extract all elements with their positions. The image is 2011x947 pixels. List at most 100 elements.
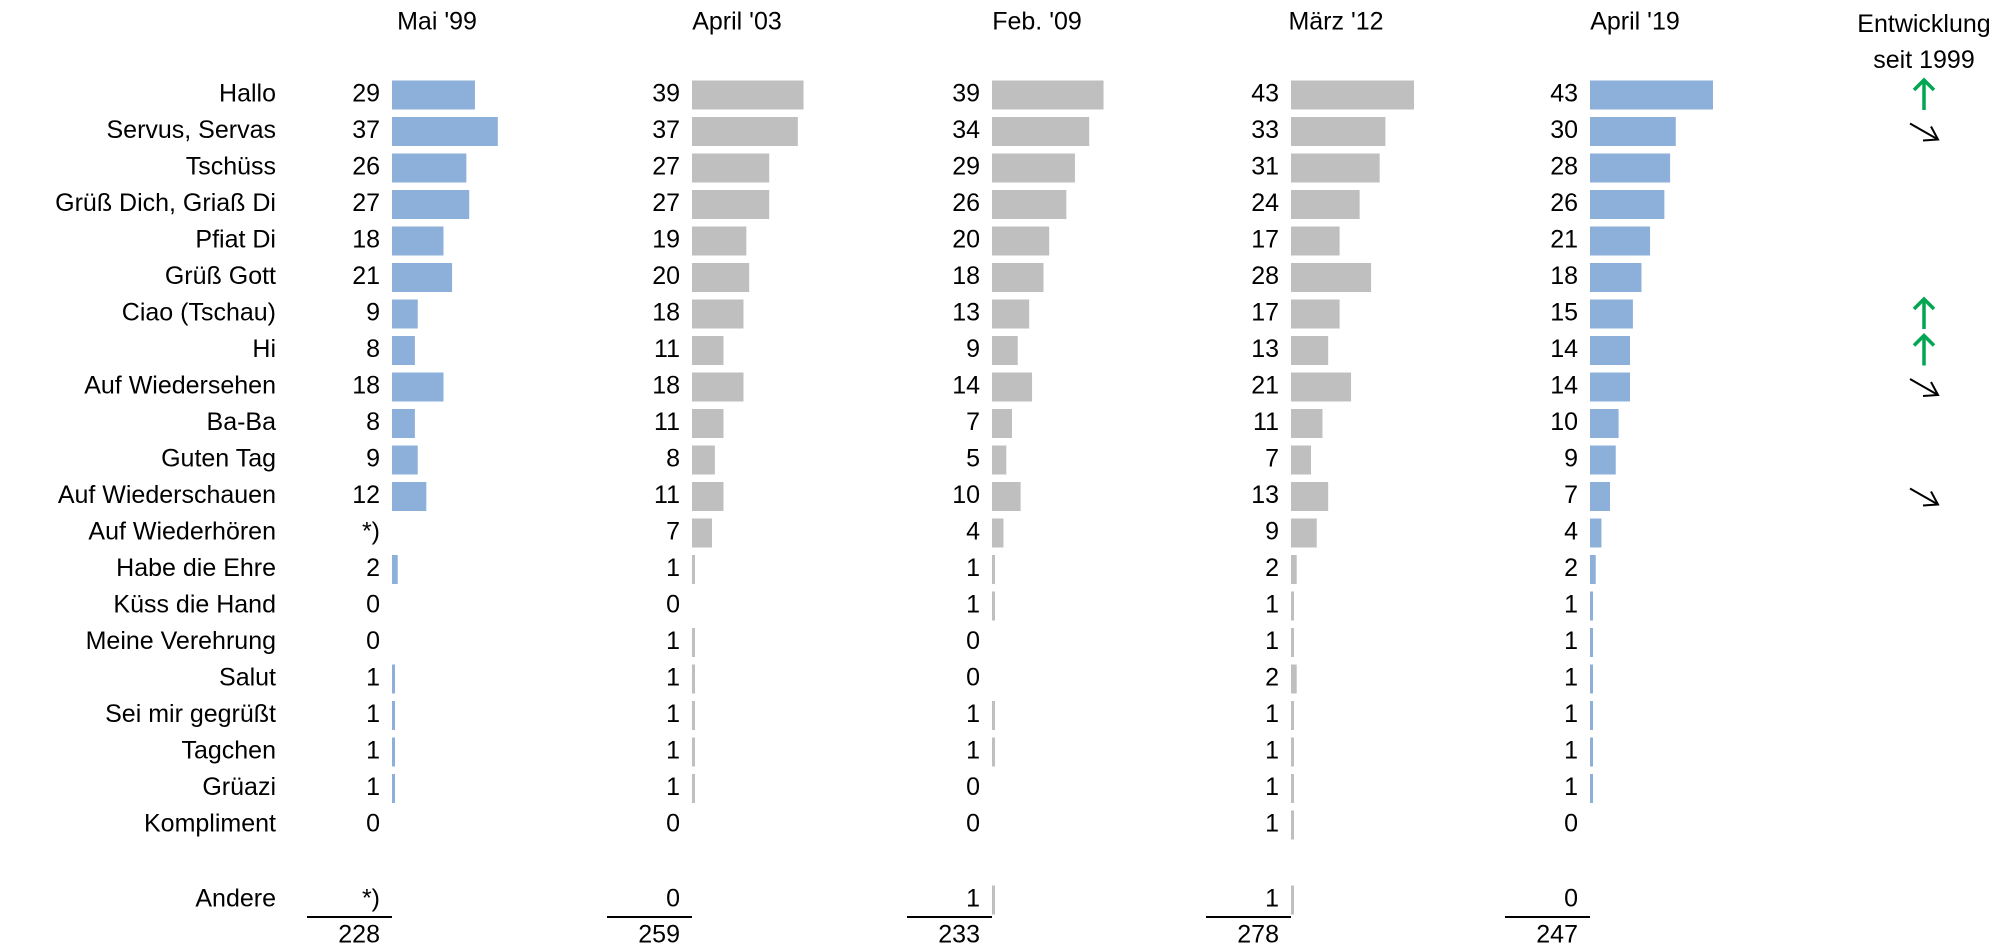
value-label: 1 xyxy=(1265,737,1279,765)
value-label: 13 xyxy=(952,299,980,327)
category-label: Sei mir gegrüßt xyxy=(105,700,276,728)
bar xyxy=(392,299,418,329)
value-label: 11 xyxy=(1253,408,1279,436)
category-label: Hi xyxy=(252,335,276,363)
value-label: 0 xyxy=(966,627,980,655)
total-label: 247 xyxy=(1536,921,1578,947)
value-label: 39 xyxy=(652,80,680,108)
value-label: 4 xyxy=(966,518,980,546)
bar xyxy=(1291,482,1329,511)
trend-up-arrow-icon xyxy=(1912,333,1936,366)
value-label: 21 xyxy=(1550,226,1578,254)
series-title: April '19 xyxy=(1590,8,1680,36)
bar xyxy=(692,153,770,183)
bar xyxy=(392,555,398,584)
value-label: 1 xyxy=(366,773,380,801)
value-label: 1 xyxy=(1564,664,1578,692)
value-label: 18 xyxy=(1550,262,1578,290)
value-label: 0 xyxy=(966,810,980,838)
value-label: 37 xyxy=(652,116,680,144)
series-title: Mai '99 xyxy=(397,8,477,36)
value-label: 0 xyxy=(366,627,380,655)
bar xyxy=(1291,774,1294,803)
value-label: 7 xyxy=(1265,445,1279,473)
bar xyxy=(692,628,695,657)
value-label: 17 xyxy=(1251,299,1279,327)
value-label: 37 xyxy=(352,116,380,144)
bar xyxy=(992,445,1007,475)
bar xyxy=(992,117,1090,146)
value-label: 15 xyxy=(1550,299,1578,327)
value-label: 1 xyxy=(666,664,680,692)
panel: Mai '99 29 37 26 27 18 21 9 8 18 8 9 12 *) 2 0 0 1 1 1 1 0 *) 2… xyxy=(307,8,498,947)
value-label: 1 xyxy=(366,700,380,728)
category-label: Ba-Ba xyxy=(207,408,277,436)
bar xyxy=(992,153,1075,183)
value-label: 43 xyxy=(1550,80,1578,108)
bar xyxy=(392,664,395,694)
bar xyxy=(992,409,1013,438)
category-label: Guten Tag xyxy=(161,445,276,473)
value-label: 14 xyxy=(952,372,980,400)
bar xyxy=(992,518,1004,548)
total-label: 278 xyxy=(1237,921,1279,947)
total-label: 259 xyxy=(638,921,680,947)
value-label: 31 xyxy=(1251,153,1279,181)
bar xyxy=(1291,263,1372,292)
bar xyxy=(692,555,695,584)
category-labels: Hallo Servus, Servas Tschüss Grüß Dich, Gri… xyxy=(55,80,276,913)
value-label: 0 xyxy=(666,591,680,619)
bar xyxy=(392,372,444,402)
category-label: Grüazi xyxy=(202,773,276,801)
value-label: 1 xyxy=(1265,810,1279,838)
value-label: 21 xyxy=(352,262,380,290)
value-label: 1 xyxy=(966,554,980,582)
category-label: Servus, Servas xyxy=(106,116,276,144)
category-label: Salut xyxy=(219,664,276,692)
bar xyxy=(992,80,1104,110)
bar xyxy=(692,445,715,475)
bar xyxy=(1590,336,1631,365)
category-label: Ciao (Tschau) xyxy=(122,299,276,327)
bar xyxy=(1590,591,1593,621)
bar xyxy=(392,737,395,767)
category-label: Küss die Hand xyxy=(113,591,276,619)
value-label: 19 xyxy=(652,226,680,254)
bar xyxy=(692,263,750,292)
value-label: 27 xyxy=(352,189,380,217)
series-title: April '03 xyxy=(692,8,782,36)
bar-other xyxy=(1291,885,1294,915)
value-label: 1 xyxy=(666,554,680,582)
value-label: 28 xyxy=(1251,262,1279,290)
bar xyxy=(1590,482,1611,511)
value-label: 34 xyxy=(952,116,980,144)
value-label: 7 xyxy=(1564,481,1578,509)
value-label-other: 0 xyxy=(1564,885,1578,913)
bar xyxy=(692,80,804,110)
bar xyxy=(1291,226,1340,256)
series-title: März '12 xyxy=(1288,8,1383,36)
value-label: 7 xyxy=(966,408,980,436)
value-label: 2 xyxy=(366,554,380,582)
bar xyxy=(1291,117,1386,146)
bar xyxy=(1590,263,1642,292)
value-label: 5 xyxy=(966,445,980,473)
category-label: Auf Wiedersehen xyxy=(84,372,276,400)
panel: Feb. '0939342926201813914751041100110012… xyxy=(907,8,1104,947)
category-label: Kompliment xyxy=(144,810,276,838)
trend-down-arrow-icon xyxy=(1909,122,1940,142)
bar xyxy=(1291,701,1294,730)
bar xyxy=(392,701,395,730)
value-label: 8 xyxy=(366,335,380,363)
value-label: 11 xyxy=(654,481,680,509)
value-label-other: *) xyxy=(362,885,380,913)
value-label: 18 xyxy=(952,262,980,290)
bar xyxy=(992,591,995,621)
value-label: 1 xyxy=(666,737,680,765)
value-label: 30 xyxy=(1550,116,1578,144)
category-label: Auf Wiederhören xyxy=(88,518,276,546)
year-panels: Mai '9929372627182198188912*)20011110*)2… xyxy=(307,8,1713,947)
value-label: 1 xyxy=(966,700,980,728)
value-label: 10 xyxy=(952,481,980,509)
